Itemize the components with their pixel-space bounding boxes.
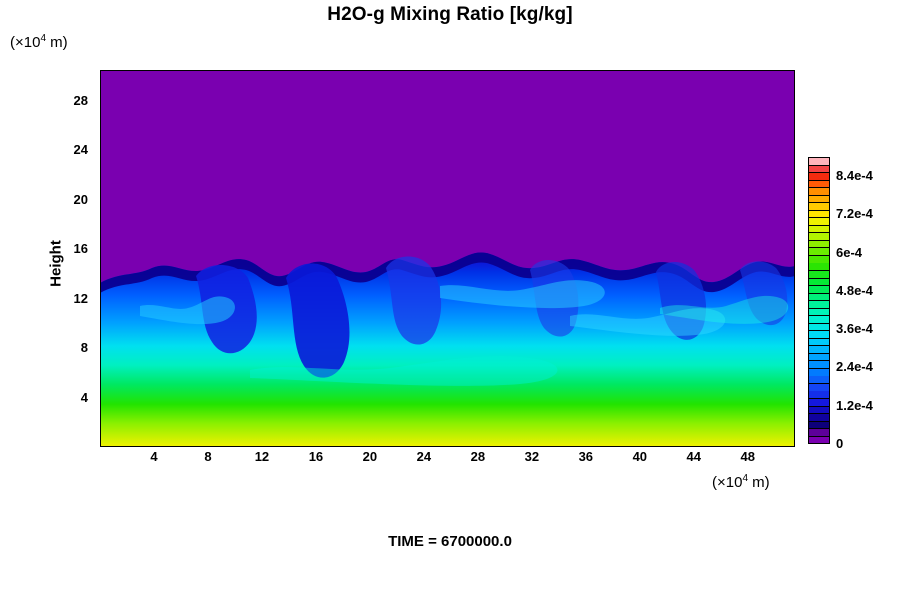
- y-axis-tick-24: 24: [73, 142, 88, 158]
- downdraft-plume-mid-left: [286, 263, 350, 378]
- colorbar-band: [809, 301, 829, 308]
- x-axis-tick-4: 4: [150, 449, 158, 464]
- colorbar-band: [809, 255, 829, 263]
- colorbar-label-7.2e-4: 7.2e-4: [836, 206, 873, 222]
- colorbar-band: [809, 240, 829, 248]
- y-axis-tick-20: 20: [73, 191, 88, 207]
- downdraft-plume-far-right: [740, 261, 788, 326]
- updraft-filament-right: [570, 308, 726, 336]
- colorbar-band: [809, 263, 829, 271]
- colorbar-band: [809, 293, 829, 301]
- colorbar-band: [809, 414, 829, 421]
- x-axis-tick-12: 12: [254, 449, 270, 464]
- colorbar: [808, 157, 830, 444]
- colorbar-band: [809, 286, 829, 293]
- colorbar-band: [809, 331, 829, 338]
- updraft-filament-center: [440, 280, 605, 309]
- colorbar-band: [809, 346, 829, 353]
- x-axis-tick-32: 32: [524, 449, 540, 464]
- colorbar-label-4.8e-4: 4.8e-4: [836, 282, 873, 298]
- colorbar-band: [809, 383, 829, 391]
- colorbar-band: [809, 376, 829, 384]
- colorbar-label-0: 0: [836, 436, 844, 451]
- y-axis-tick-4: 4: [80, 389, 88, 405]
- colorbar-band: [809, 308, 829, 316]
- colorbar-band: [809, 406, 829, 414]
- colorbar-band: [809, 421, 829, 429]
- updraft-filament-left: [140, 296, 235, 325]
- downdraft-plume-right-b: [656, 261, 707, 340]
- x-axis-tick-28: 28: [470, 449, 486, 464]
- x-axis-tick-16: 16: [308, 449, 324, 464]
- entrainment-interface: [100, 252, 795, 293]
- colorbar-band: [809, 233, 829, 240]
- y-axis-tick-12: 12: [73, 290, 88, 306]
- mixed-layer-cyan-sheet: [250, 356, 558, 386]
- y-axis-tick-28: 28: [73, 92, 88, 108]
- x-axis-tick-20: 20: [362, 449, 378, 464]
- chart-title: H2O-g Mixing Ratio [kg/kg]: [327, 4, 573, 25]
- colorbar-band: [809, 195, 829, 203]
- contour-plot-area: [100, 70, 795, 447]
- colorbar-band: [809, 399, 829, 406]
- colorbar-band: [809, 165, 829, 173]
- colorbar-band: [809, 391, 829, 399]
- x-axis-tick-44: 44: [686, 449, 702, 464]
- colorbar-label-6e-4: 6e-4: [836, 244, 863, 260]
- colorbar-band: [809, 316, 829, 323]
- colorbar-band: [809, 188, 829, 195]
- y-axis-tick-16: 16: [73, 241, 88, 257]
- colorbar-band: [809, 203, 829, 210]
- colorbar-band: [809, 173, 829, 180]
- colorbar-band: [809, 338, 829, 346]
- updraft-filament-far-right: [660, 295, 789, 324]
- time-caption: TIME = 6700000.0: [388, 533, 512, 550]
- colorbar-label-8.4e-4: 8.4e-4: [836, 168, 873, 184]
- downdraft-plume-center: [386, 256, 442, 345]
- x-axis-tick-48: 48: [740, 449, 755, 464]
- colorbar-band: [809, 210, 829, 218]
- colorbar-band: [809, 323, 829, 331]
- colorbar-label-3.6e-4: 3.6e-4: [836, 321, 873, 337]
- colorbar-band: [809, 436, 829, 444]
- y-axis-unit-label: (×104 m): [10, 33, 68, 51]
- x-axis-tick-8: 8: [204, 449, 212, 464]
- colorbar-band: [809, 429, 829, 436]
- colorbar-band: [809, 270, 829, 278]
- colorbar-band: [809, 361, 829, 368]
- colorbar-band: [809, 353, 829, 361]
- x-axis-unit-label: (×104 m): [712, 473, 770, 491]
- contour-field: [100, 70, 795, 447]
- y-axis-tick-8: 8: [80, 340, 88, 356]
- colorbar-band: [809, 218, 829, 225]
- colorbar-band: [809, 368, 829, 376]
- moist-layer-body: [100, 252, 795, 447]
- colorbar-band: [809, 158, 829, 165]
- colorbar-band: [809, 278, 829, 286]
- colorbar-band: [809, 248, 829, 256]
- x-axis-tick-24: 24: [416, 449, 432, 464]
- x-axis-tick-36: 36: [578, 449, 594, 464]
- colorbar-band: [809, 180, 829, 188]
- colorbar-label-2.4e-4: 2.4e-4: [836, 359, 873, 375]
- colorbar-label-1.2e-4: 1.2e-4: [836, 397, 873, 413]
- colorbar-band: [809, 225, 829, 233]
- x-axis-tick-40: 40: [632, 449, 648, 464]
